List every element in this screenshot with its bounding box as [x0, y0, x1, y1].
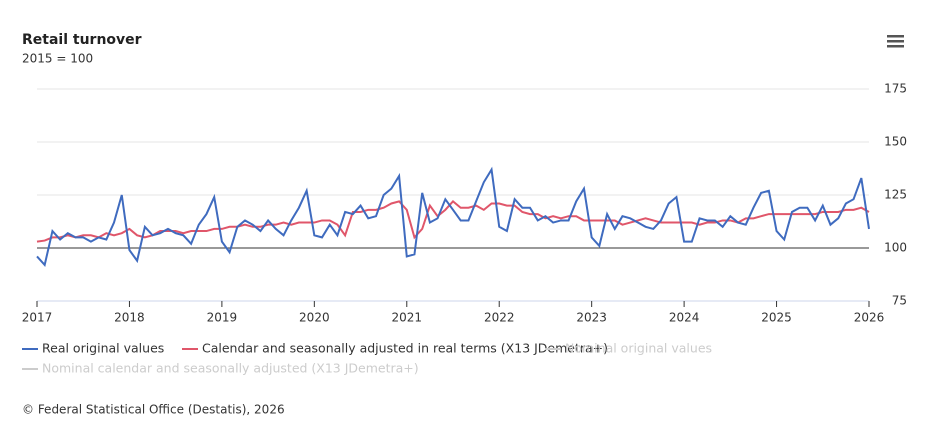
y-tick-label: 175 [884, 82, 907, 96]
chart-subtitle: 2015 = 100 [22, 52, 93, 66]
x-tick-label: 2022 [484, 311, 515, 325]
legend-label[interactable]: Calendar and seasonally adjusted in real… [202, 341, 608, 356]
x-tick-label: 2020 [299, 311, 330, 325]
series-line [36, 166, 870, 268]
x-tick-label: 2025 [761, 311, 792, 325]
x-tick-label: 2024 [669, 311, 700, 325]
y-tick-label: 125 [884, 188, 907, 202]
y-tick-label: 150 [884, 135, 907, 149]
menu-button[interactable] [887, 35, 904, 48]
legend-label[interactable]: Nominal original values [565, 341, 712, 356]
y-tick-label: 75 [892, 294, 907, 308]
x-tick-label: 2018 [114, 311, 145, 325]
series-line [36, 199, 870, 243]
x-tick-label: 2021 [392, 311, 423, 325]
chart-title: Retail turnover [22, 32, 142, 48]
menu-bar [887, 45, 904, 48]
legend-label[interactable]: Nominal calendar and seasonally adjusted… [42, 361, 419, 376]
credits: © Federal Statistical Office (Destatis),… [22, 403, 285, 417]
menu-bar [887, 40, 904, 43]
y-tick-label: 100 [884, 241, 907, 255]
x-tick-label: 2019 [207, 311, 238, 325]
x-tick-label: 2026 [854, 311, 885, 325]
x-tick-label: 2023 [576, 311, 607, 325]
menu-bar [887, 35, 904, 38]
x-tick-label: 2017 [22, 311, 53, 325]
legend-label[interactable]: Real original values [42, 341, 164, 356]
